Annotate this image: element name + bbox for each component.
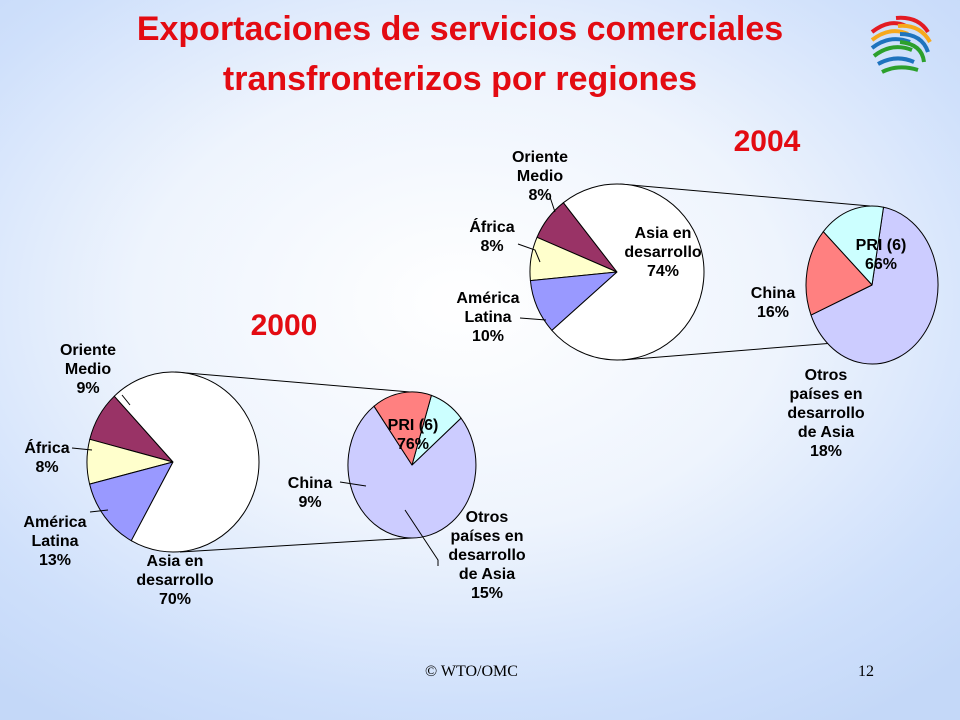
pie-2000-breakdown-slice-otros-paises-en-desarrollo-de-asia: [373, 391, 432, 466]
label-2000-asia-en-desarrollo-label: Asia en desarrollo 70%: [136, 553, 214, 608]
title-line-1: Exportaciones de servicios comerciales: [136, 10, 784, 48]
leader-2000-otros-asia: [404, 509, 439, 566]
label-2004-otros-asia-label: Otros países en desarrollo de Asia 18%: [787, 367, 865, 460]
leader-2000-china: [339, 481, 367, 487]
connector-top-2000: [174, 371, 411, 393]
pie-2000-slice-asia-en-desarrollo: [113, 371, 260, 553]
label-2004-america-latina-label: América Latina 10%: [456, 290, 519, 345]
label-2004-china-label: China 16%: [751, 285, 796, 321]
slide-title: Exportaciones de servicios comerciales t…: [20, 4, 900, 104]
chart-2000: 2000 Oriente Medio 9% África 8% América Latina 1…: [23, 309, 525, 608]
chart-2004: 2004 Oriente Medio 8% África 8% América Latina 1…: [456, 125, 939, 460]
leader-2004-america-latina: [519, 317, 547, 321]
leader-2004-oriente-medio: [549, 196, 556, 213]
label-2004-oriente-medio-label: Oriente Medio 8%: [512, 149, 568, 204]
label-2004-asia-en-desarrollo-label: Asia en desarrollo 74%: [624, 225, 702, 280]
label-2004-africa-label: África 8%: [469, 217, 514, 255]
label-2004-pri-label: PRI (6) 66%: [856, 237, 907, 273]
title-line-2: transfronterizos por regiones: [222, 60, 698, 98]
pie-2004-breakdown-slice-pri-6: [810, 206, 939, 365]
pie-2000-breakdown-slice-pri-6: [347, 405, 477, 539]
chart-title-2004: 2004: [734, 125, 801, 158]
leader-2000-america-latina: [89, 509, 109, 513]
leader-2004-africa: [517, 243, 541, 263]
chart-title-2000: 2000: [251, 309, 318, 342]
pie-2000-slice-america-latina: [89, 461, 174, 542]
label-2000-pri-label: PRI (6) 76%: [388, 417, 439, 453]
pie-2004-breakdown-slice-otros-paises-en-desarrollo-de-asia: [805, 231, 873, 316]
leader-2000-africa: [71, 447, 93, 451]
label-2000-oriente-medio-label: Oriente Medio 9%: [60, 342, 116, 397]
label-2000-africa-label: África 8%: [24, 438, 69, 476]
label-2000-america-latina-label: América Latina 13%: [23, 514, 86, 569]
pie-2004-slice-asia-en-desarrollo: [551, 183, 705, 361]
wto-logo-icon: [870, 15, 932, 74]
footer-copyright: © WTO/OMC: [425, 663, 518, 680]
pie-2004-breakdown-slice-china: [822, 205, 884, 286]
label-2000-otros-asia-label: Otros países en desarrollo de Asia 15%: [448, 509, 526, 602]
connector-top-2004: [619, 183, 871, 207]
leader-2000-oriente-medio: [121, 394, 131, 406]
page-number: 12: [858, 663, 874, 680]
label-2000-china-label: China 9%: [288, 475, 333, 511]
connector-bottom-2000: [179, 537, 413, 553]
